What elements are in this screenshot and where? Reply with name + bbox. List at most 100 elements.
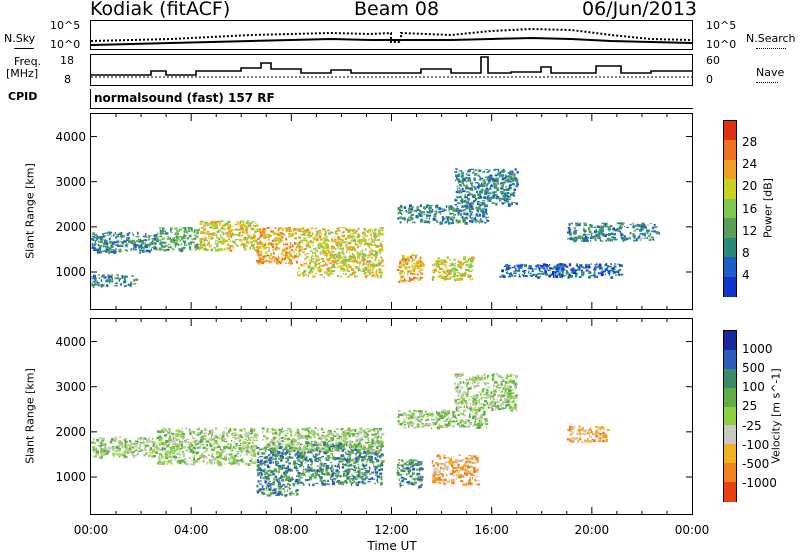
echo-cell [284, 227, 288, 230]
echo-cell [111, 448, 114, 450]
echo-cell [314, 264, 317, 268]
echo-cell [268, 493, 272, 497]
echo-cell [261, 452, 265, 455]
echo-cell [324, 473, 328, 476]
echo-cell [264, 477, 266, 480]
echo-cell [311, 255, 314, 257]
echo-cell [373, 267, 375, 269]
echo-cell [217, 436, 221, 440]
echo-cell [257, 238, 260, 240]
echo-cell [399, 272, 402, 275]
echo-cell [355, 453, 357, 456]
echo-cell [373, 234, 377, 238]
echo-cell [234, 454, 237, 458]
echo-cell [259, 241, 262, 245]
echo-cell [463, 205, 465, 208]
echo-cell [640, 228, 644, 231]
echo-cell [266, 233, 270, 235]
echo-cell [144, 446, 146, 450]
echo-cell [135, 444, 138, 448]
echo-cell [257, 465, 260, 468]
echo-cell [540, 267, 544, 269]
echo-cell [466, 178, 469, 180]
echo-cell [266, 254, 269, 257]
echo-cell [300, 477, 303, 479]
echo-cell [195, 245, 199, 248]
echo-cell [203, 432, 206, 436]
echo-region [91, 274, 139, 288]
echo-cell [513, 265, 516, 268]
echo-cell [200, 437, 204, 439]
echo-cell [194, 234, 197, 236]
echo-cell [200, 444, 202, 447]
echo-cell [539, 267, 541, 269]
echo-cell [456, 195, 458, 198]
echo-cell [399, 209, 404, 212]
echo-cell [92, 449, 95, 453]
echo-cell [267, 488, 271, 491]
echo-cell [140, 239, 144, 242]
echo-cell [585, 265, 588, 269]
echo-cell [481, 203, 484, 206]
echo-cell [363, 237, 366, 240]
echo-cell [368, 260, 370, 263]
echo-cell [516, 182, 519, 184]
echo-cell [536, 275, 538, 278]
echo-cell [567, 276, 570, 279]
echo-cell [143, 248, 145, 251]
echo-cell [488, 170, 491, 172]
echo-cell [477, 221, 479, 223]
echo-cell [463, 258, 467, 261]
echo-cell [110, 438, 114, 441]
echo-cell [460, 175, 464, 178]
echo-cell [454, 204, 457, 206]
echo-cell [365, 463, 368, 467]
echo-cell [101, 437, 106, 440]
echo-cell [159, 235, 163, 237]
echo-cell [302, 466, 304, 468]
echo-cell [202, 459, 205, 463]
echo-cell [329, 262, 332, 264]
echo-cell [289, 494, 292, 496]
echo-cell [265, 448, 267, 450]
echo-cell [604, 270, 606, 273]
echo-cell [423, 206, 426, 210]
echo-cell [538, 267, 540, 270]
echo-cell [267, 475, 270, 478]
echo-cell [378, 248, 381, 251]
echo-cell [378, 270, 382, 272]
echo-cell [215, 456, 217, 460]
echo-cell [243, 223, 245, 226]
echo-cell [267, 482, 270, 485]
echo-cell [279, 261, 282, 264]
echo-cell [340, 482, 344, 486]
echo-cell [365, 454, 368, 457]
echo-cell [186, 232, 189, 234]
echo-cell [297, 272, 299, 276]
echo-cell [158, 453, 161, 456]
echo-cell [348, 228, 351, 232]
echo-cell [92, 437, 95, 441]
echo-cell [213, 434, 216, 437]
echo-cell [608, 265, 612, 268]
echo-cell [333, 235, 336, 238]
echo-cell [373, 255, 376, 257]
echo-cell [333, 251, 335, 253]
echo-cell [501, 202, 503, 204]
echo-cell [146, 235, 148, 238]
echo-cell [266, 252, 268, 255]
echo-cell [130, 444, 132, 446]
echo-cell [93, 274, 96, 278]
echo-cell [166, 450, 169, 453]
echo-cell [294, 465, 298, 469]
echo-cell [472, 172, 475, 174]
echo-cell [240, 243, 242, 246]
echo-cell [195, 235, 199, 239]
echo-cell [442, 264, 446, 266]
echo-cell [323, 463, 327, 465]
echo-cell [403, 258, 406, 260]
echo-cell [162, 445, 165, 447]
echo-cell [192, 437, 196, 440]
echo-cell [266, 226, 269, 230]
nsearch-tick-low: 10^0 [706, 38, 737, 51]
